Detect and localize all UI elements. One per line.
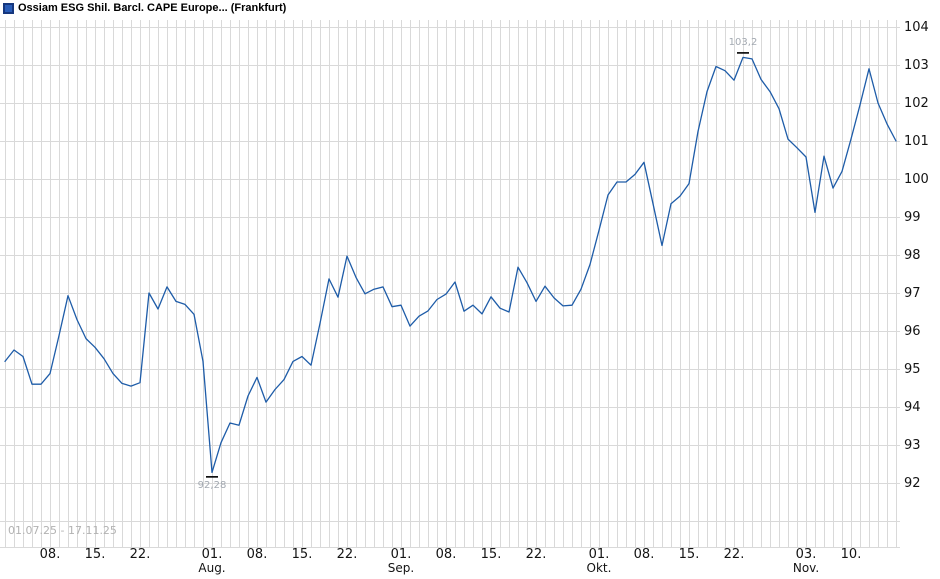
y-axis-label: 99 [904, 210, 921, 225]
chart-title: Ossiam ESG Shil. Barcl. CAPE Europe... (… [18, 2, 287, 14]
y-axis-label: 97 [904, 286, 921, 301]
x-axis-month-label: Okt. [586, 561, 612, 575]
x-axis-tick-label: 10. [840, 547, 862, 562]
high-value-annotation: 103,2 [728, 36, 758, 48]
x-axis-tick-label: 03. [795, 547, 817, 562]
y-axis-label: 100 [904, 172, 929, 187]
x-axis-month-label: Aug. [198, 561, 226, 575]
y-axis-label: 98 [904, 248, 921, 263]
y-axis-label: 92 [904, 476, 921, 491]
x-axis-tick-label: 22. [723, 547, 745, 562]
y-axis-label: 103 [904, 58, 929, 73]
x-axis-tick-label: 08. [435, 547, 457, 562]
x-axis-month-label: Nov. [792, 561, 820, 575]
y-axis-label: 102 [904, 96, 929, 111]
y-axis-label: 93 [904, 438, 921, 453]
y-axis-label: 95 [904, 362, 921, 377]
series-legend-swatch [3, 3, 14, 14]
x-axis-tick-label: 01. [390, 547, 412, 562]
x-axis-tick-label: 15. [480, 547, 502, 562]
x-axis-tick-label: 08. [246, 547, 268, 562]
x-axis-tick-label: 08. [633, 547, 655, 562]
x-axis-tick-label: 01. [201, 547, 223, 562]
y-axis-label: 94 [904, 400, 921, 415]
date-range-label: 01.07.25 - 17.11.25 [8, 524, 117, 537]
x-axis-month-label: Sep. [387, 561, 415, 575]
x-axis-tick-label: 22. [129, 547, 151, 562]
x-axis-tick-label: 08. [39, 547, 61, 562]
x-axis-tick-label: 22. [525, 547, 547, 562]
y-axis-label: 101 [904, 134, 929, 149]
x-axis-tick-label: 22. [336, 547, 358, 562]
x-axis-tick-label: 15. [84, 547, 106, 562]
y-axis-label: 104 [904, 20, 929, 35]
y-axis-label: 96 [904, 324, 921, 339]
gridlines [0, 20, 900, 548]
x-axis-tick-label: 01. [588, 547, 610, 562]
price-line [4, 56, 897, 474]
x-axis-tick-label: 15. [678, 547, 700, 562]
x-axis-tick-label: 15. [291, 547, 313, 562]
low-value-annotation: 92,28 [197, 479, 227, 491]
chart-header: Ossiam ESG Shil. Barcl. CAPE Europe... (… [0, 0, 940, 19]
